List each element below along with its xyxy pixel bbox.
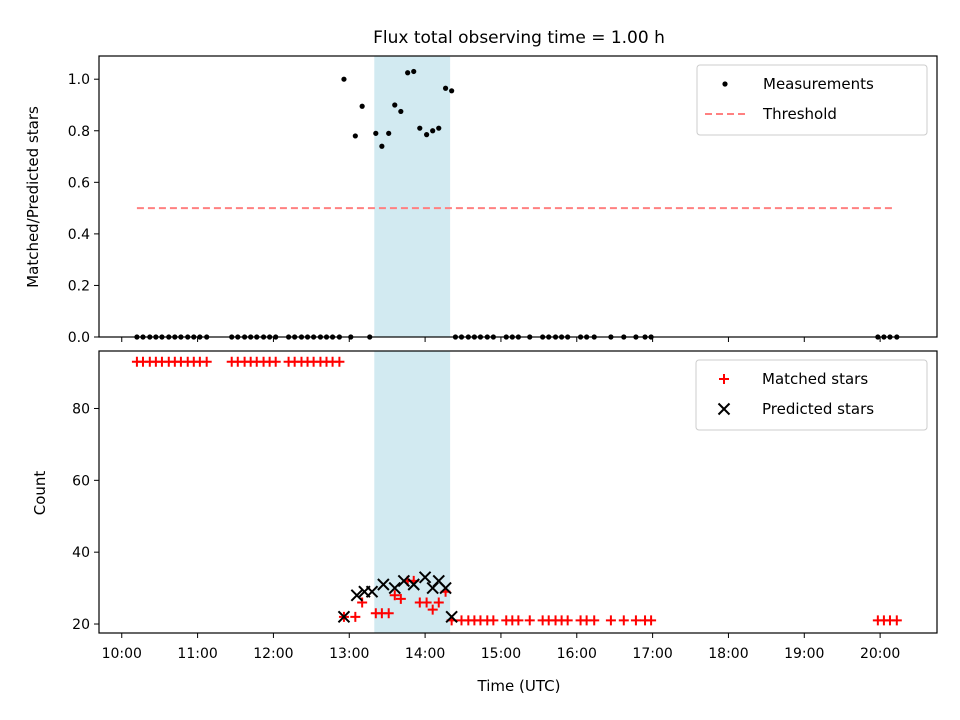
- matched-star-marker: [270, 356, 281, 367]
- measurement-point: [424, 132, 430, 138]
- predicted-star-marker: [337, 610, 351, 624]
- matched-star-marker: [395, 593, 406, 604]
- y-tick-label: 0.6: [68, 175, 90, 191]
- measurement-point: [436, 125, 442, 131]
- matched-star-marker: [562, 615, 573, 626]
- top-plot-frame: [98, 55, 938, 338]
- bottom-y-axis-label: Count: [31, 471, 49, 516]
- y-tick-label: 0.8: [68, 124, 90, 140]
- predicted-star-marker: [407, 578, 420, 591]
- bottom-panel: 20 40 60 80 10:00 11:00 12:00 13:00 14:00 15:00 16…: [31, 350, 938, 695]
- legend-dot-marker: [722, 81, 728, 87]
- measurement-point: [359, 103, 365, 109]
- matched-star-marker: [513, 615, 524, 626]
- x-tick-label: 13:00: [329, 646, 369, 662]
- measurement-point: [386, 130, 392, 136]
- predicted-star-marker: [397, 574, 411, 588]
- measurement-point: [373, 130, 379, 136]
- legend-box: [696, 64, 928, 136]
- y-tick-label: 0.0: [68, 330, 90, 346]
- predicted-star-marker: [350, 589, 364, 602]
- x-tick-label: 15:00: [481, 646, 521, 662]
- measurement-point: [352, 133, 358, 139]
- x-tick-label: 16:00: [557, 646, 597, 662]
- observing-window-shade: [374, 351, 451, 633]
- matched-star-marker: [389, 590, 400, 601]
- y-tick-label: 60: [72, 473, 90, 489]
- measurement-point: [430, 128, 436, 134]
- observing-window-shade: [374, 56, 451, 337]
- y-tick-label: 0.4: [68, 227, 90, 243]
- x-tick-label: 20:00: [860, 646, 900, 662]
- matched-star-marker: [357, 597, 368, 608]
- y-tick-label: 40: [72, 545, 90, 561]
- predicted-star-marker: [439, 581, 452, 595]
- matched-star-marker: [433, 597, 444, 608]
- predicted-star-marker: [377, 578, 390, 591]
- x-tick-label: 18:00: [708, 646, 748, 662]
- matched-star-marker: [605, 615, 616, 626]
- predicted-star-marker: [418, 571, 432, 584]
- bottom-legend: Matched stars Predicted stars: [695, 359, 928, 431]
- legend-label: Matched stars: [762, 370, 868, 388]
- legend-x-marker: [717, 402, 731, 416]
- predicted-star-marker: [365, 585, 379, 598]
- x-axis-label: Time (UTC): [477, 677, 561, 695]
- matched-star-marker: [618, 615, 629, 626]
- y-tick-label: 20: [72, 617, 90, 633]
- legend-label: Threshold: [762, 105, 837, 123]
- matched-star-marker: [427, 604, 438, 615]
- measurement-point: [405, 70, 411, 76]
- measurement-point: [398, 108, 404, 115]
- measurement-point: [417, 125, 423, 131]
- matched-star-marker: [334, 356, 345, 367]
- matched-star-marker: [488, 615, 499, 626]
- matched-star-marker: [646, 615, 657, 626]
- measurement-point: [341, 76, 347, 82]
- matched-star-marker: [891, 615, 902, 626]
- x-tick-label: 11:00: [177, 646, 217, 662]
- measurement-point: [442, 85, 449, 91]
- matched-star-marker: [421, 597, 432, 608]
- top-legend: Measurements Threshold: [696, 64, 928, 136]
- top-panel: 0.0 0.2 0.4 0.6 0.8 1.0 Flux total observing …: [24, 28, 938, 346]
- legend-plus-marker: [719, 374, 729, 384]
- y-tick-label: 80: [72, 401, 90, 417]
- measurement-point: [379, 143, 385, 149]
- y-tick-label: 0.2: [68, 278, 90, 294]
- top-y-axis-label: Matched/Predicted stars: [24, 106, 42, 288]
- bottom-plot-marks: [131, 356, 902, 626]
- top-axis-ticks: 0.0 0.2 0.4 0.6 0.8 1.0: [68, 72, 881, 346]
- measurement-point: [449, 88, 455, 94]
- bottom-plot-frame: [98, 350, 938, 634]
- legend-label: Predicted stars: [762, 400, 874, 418]
- x-tick-label: 17:00: [632, 646, 672, 662]
- chart-title: Flux total observing time = 1.00 h: [373, 28, 665, 48]
- x-tick-label: 12:00: [253, 646, 293, 662]
- matched-star-marker: [201, 356, 212, 367]
- matched-star-marker: [350, 611, 361, 622]
- x-tick-label: 10:00: [102, 646, 142, 662]
- predicted-star-marker: [388, 581, 401, 595]
- measurement-point: [411, 68, 417, 75]
- y-tick-label: 1.0: [68, 72, 90, 88]
- measurement-point: [392, 102, 398, 108]
- legend-label: Measurements: [763, 75, 874, 93]
- matched-star-marker: [630, 615, 641, 626]
- x-tick-label: 19:00: [784, 646, 824, 662]
- legend-box: [695, 359, 928, 431]
- x-tick-label: 14:00: [405, 646, 445, 662]
- matched-star-marker: [524, 615, 535, 626]
- predicted-star-marker: [445, 610, 458, 624]
- matched-star-marker: [383, 608, 394, 619]
- bottom-axis-ticks: 20 40 60 80 10:00 11:00 12:00 13:00 14:00 15:00 16…: [72, 401, 900, 662]
- matched-star-marker: [589, 615, 600, 626]
